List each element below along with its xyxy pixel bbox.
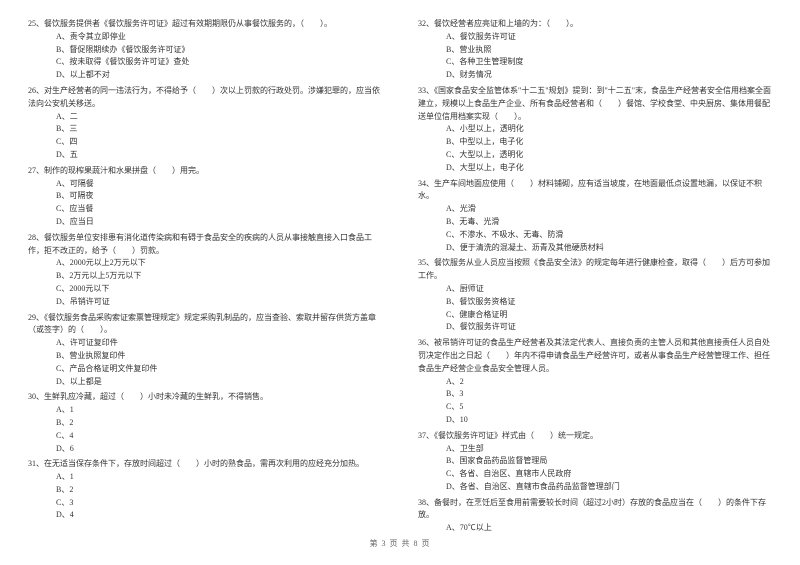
option-text: B、无毒、光滑 — [418, 216, 772, 229]
question-text: 26、对生产经营者的同一违法行为，不得给予（ ）次以上罚款的行政处罚。涉嫌犯罪的… — [28, 85, 382, 111]
option-text: B、督促限期续办《餐饮服务许可证》 — [28, 44, 382, 57]
option-text: A、光滑 — [418, 203, 772, 216]
option-text: C、2000元以下 — [28, 283, 382, 296]
option-text: D、6 — [28, 443, 382, 456]
option-text: D、4 — [28, 509, 382, 522]
option-text: A、小型以上，透明化 — [418, 123, 772, 136]
option-text: A、70℃以上 — [418, 522, 772, 535]
option-text: B、3 — [418, 388, 772, 401]
option-text: C、各省、自治区、直辖市人民政府 — [418, 468, 772, 481]
question-text: 38、备餐时，在烹饪后至食用前需要较长时间（超过2小时）存放的食品应当在（ ）的… — [418, 497, 772, 523]
question-text: 30、生鲜乳应冷藏，超过（ ）小时未冷藏的生鲜乳，不得销售。 — [28, 391, 382, 404]
option-text: D、各省、自治区、直辖市食品药品监督管理部门 — [418, 481, 772, 494]
option-text: B、餐饮服务资格证 — [418, 296, 772, 309]
option-text: A、责令其立即停业 — [28, 31, 382, 44]
question-text: 36、被吊销许可证的食品生产经营者及其法定代表人、直接负责的主管人员和其他直接责… — [418, 337, 772, 375]
option-text: C、不渗水、不吸水、无毒、防滑 — [418, 229, 772, 242]
option-text: C、健康合格证明 — [418, 309, 772, 322]
question-block: 27、制作的现榨果蔬汁和水果拼盘（ ）用完。A、可隔餐B、可隔夜C、应当餐D、应… — [28, 165, 382, 229]
option-text: A、可隔餐 — [28, 178, 382, 191]
option-text: C、应当餐 — [28, 203, 382, 216]
option-text: A、二 — [28, 111, 382, 124]
option-text: C、产品合格证明文件复印件 — [28, 363, 382, 376]
left-column: 25、餐饮服务提供者《餐饮服务许可证》超过有效期期限仍从事餐饮服务的，（ ）。A… — [28, 18, 382, 538]
option-text: C、5 — [418, 401, 772, 414]
question-text: 28、餐饮服务单位安排患有消化道传染病和有碍于食品安全的疾病的人员从事接触直接入… — [28, 232, 382, 258]
question-text: 27、制作的现榨果蔬汁和水果拼盘（ ）用完。 — [28, 165, 382, 178]
option-text: A、1 — [28, 471, 382, 484]
option-text: D、五 — [28, 149, 382, 162]
option-text: B、中型以上，电子化 — [418, 136, 772, 149]
option-text: D、餐饮服务许可证 — [418, 321, 772, 334]
question-text: 33、《国家食品安全监管体系"十二五"规划》提到：到"十二五"末，食品生产经营者… — [418, 85, 772, 123]
question-text: 32、餐饮经营者应亮证和上墙的为：（ ）。 — [418, 18, 772, 31]
question-block: 33、《国家食品安全监管体系"十二五"规划》提到：到"十二五"末，食品生产经营者… — [418, 85, 772, 175]
option-text: B、2万元以上5万元以下 — [28, 270, 382, 283]
option-text: B、三 — [28, 123, 382, 136]
option-text: D、财务情况 — [418, 69, 772, 82]
option-text: D、大型以上，电子化 — [418, 162, 772, 175]
page-footer: 第 3 页 共 8 页 — [0, 538, 800, 549]
question-block: 34、生产车间地面应使用（ ）材料铺砌，应有适当坡度，在地面最低点设置地漏，以保… — [418, 178, 772, 255]
option-text: C、按未取得《餐饮服务许可证》查处 — [28, 56, 382, 69]
question-block: 38、备餐时，在烹饪后至食用前需要较长时间（超过2小时）存放的食品应当在（ ）的… — [418, 497, 772, 535]
option-text: B、营业执照 — [418, 44, 772, 57]
question-block: 36、被吊销许可证的食品生产经营者及其法定代表人、直接负责的主管人员和其他直接责… — [418, 337, 772, 427]
option-text: A、1 — [28, 404, 382, 417]
question-text: 37、《餐饮服务许可证》样式由（ ）统一规定。 — [418, 430, 772, 443]
option-text: A、厨师证 — [418, 283, 772, 296]
question-block: 35、餐饮服务从业人员应当按照《食品安全法》的规定每年进行健康检查，取得（ ）后… — [418, 257, 772, 334]
question-block: 30、生鲜乳应冷藏，超过（ ）小时未冷藏的生鲜乳，不得销售。A、1B、2C、4D… — [28, 391, 382, 455]
option-text: C、大型以上，透明化 — [418, 149, 772, 162]
question-block: 26、对生产经营者的同一违法行为，不得给予（ ）次以上罚款的行政处罚。涉嫌犯罪的… — [28, 85, 382, 162]
question-text: 31、在无适当保存条件下，存放时间超过（ ）小时的熟食品，需再次利用的应经充分加… — [28, 458, 382, 471]
option-text: A、餐饮服务许可证 — [418, 31, 772, 44]
question-text: 35、餐饮服务从业人员应当按照《食品安全法》的规定每年进行健康检查，取得（ ）后… — [418, 257, 772, 283]
question-text: 29、《餐饮服务食品采购索证索票管理规定》规定采购乳制品的，应当查验、索取并留存… — [28, 312, 382, 338]
option-text: D、以上都是 — [28, 376, 382, 389]
option-text: C、四 — [28, 136, 382, 149]
option-text: C、4 — [28, 430, 382, 443]
option-text: D、10 — [418, 414, 772, 427]
question-text: 34、生产车间地面应使用（ ）材料铺砌，应有适当坡度，在地面最低点设置地漏，以保… — [418, 178, 772, 204]
option-text: C、各种卫生管理制度 — [418, 56, 772, 69]
option-text: D、以上都不对 — [28, 69, 382, 82]
option-text: B、2 — [28, 484, 382, 497]
option-text: A、2 — [418, 376, 772, 389]
question-text: 25、餐饮服务提供者《餐饮服务许可证》超过有效期期限仍从事餐饮服务的，（ ）。 — [28, 18, 382, 31]
option-text: C、3 — [28, 497, 382, 510]
page-content: 25、餐饮服务提供者《餐饮服务许可证》超过有效期期限仍从事餐饮服务的，（ ）。A… — [0, 0, 800, 538]
question-block: 28、餐饮服务单位安排患有消化道传染病和有碍于食品安全的疾病的人员从事接触直接入… — [28, 232, 382, 309]
question-block: 32、餐饮经营者应亮证和上墙的为：（ ）。A、餐饮服务许可证B、营业执照C、各种… — [418, 18, 772, 82]
question-block: 31、在无适当保存条件下，存放时间超过（ ）小时的熟食品，需再次利用的应经充分加… — [28, 458, 382, 522]
question-block: 37、《餐饮服务许可证》样式由（ ）统一规定。A、卫生部B、国家食品药品监督管理… — [418, 430, 772, 494]
option-text: B、可隔夜 — [28, 190, 382, 203]
option-text: A、2000元以上2万元以下 — [28, 257, 382, 270]
option-text: B、2 — [28, 417, 382, 430]
option-text: A、卫生部 — [418, 443, 772, 456]
option-text: A、许可证复印件 — [28, 337, 382, 350]
option-text: B、国家食品药品监督管理局 — [418, 455, 772, 468]
question-block: 29、《餐饮服务食品采购索证索票管理规定》规定采购乳制品的，应当查验、索取并留存… — [28, 312, 382, 389]
option-text: D、应当日 — [28, 216, 382, 229]
right-column: 32、餐饮经营者应亮证和上墙的为：（ ）。A、餐饮服务许可证B、营业执照C、各种… — [418, 18, 772, 538]
question-block: 25、餐饮服务提供者《餐饮服务许可证》超过有效期期限仍从事餐饮服务的，（ ）。A… — [28, 18, 382, 82]
option-text: B、营业执照复印件 — [28, 350, 382, 363]
option-text: D、吊销许可证 — [28, 296, 382, 309]
option-text: D、便于清洗的混凝土、沥青及其他硬质材料 — [418, 242, 772, 255]
